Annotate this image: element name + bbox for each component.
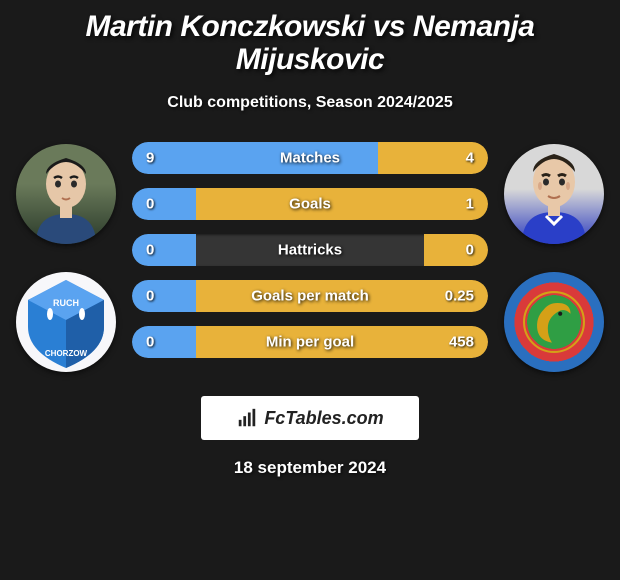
stat-value-p2: 0 (466, 242, 474, 259)
club1-label-top: RUCH (53, 298, 79, 308)
player2-column (502, 142, 606, 372)
stat-bar: 0 458 Min per goal (132, 326, 488, 358)
stat-bar-fill-p1 (132, 188, 196, 220)
stat-bar-fill-p1 (132, 280, 196, 312)
comparison-title: Martin Konczkowski vs Nemanja Mijuskovic (10, 10, 610, 76)
stat-bar-fill-p2 (196, 188, 488, 220)
stat-bar: 0 1 Goals (132, 188, 488, 220)
branding-badge: FcTables.com (201, 396, 419, 440)
comparison-body: RUCH CHORZOW 9 4 Matches 0 1 Goals 0 0 Hattricks… (10, 142, 610, 372)
stat-value-p1: 0 (146, 334, 154, 351)
comparison-subtitle: Club competitions, Season 2024/2025 (10, 94, 610, 112)
comparison-date: 18 september 2024 (10, 458, 610, 478)
stat-value-p2: 458 (449, 334, 474, 351)
stat-label: Goals (289, 196, 331, 213)
chart-icon (236, 407, 258, 429)
stat-bar: 0 0 Hattricks (132, 234, 488, 266)
stat-label: Min per goal (266, 334, 354, 351)
stat-value-p2: 0.25 (445, 288, 474, 305)
stat-label: Hattricks (278, 242, 342, 259)
stat-bar-fill-p2 (424, 234, 488, 266)
stat-value-p1: 0 (146, 242, 154, 259)
player2-avatar (504, 144, 604, 244)
stat-value-p1: 0 (146, 288, 154, 305)
stat-bar: 9 4 Matches (132, 142, 488, 174)
stat-value-p1: 0 (146, 196, 154, 213)
player1-avatar (16, 144, 116, 244)
stat-value-p2: 1 (466, 196, 474, 213)
stat-label: Matches (280, 150, 340, 167)
branding-text: FcTables.com (264, 408, 383, 429)
stat-bar-fill-p1 (132, 142, 378, 174)
stat-bars: 9 4 Matches 0 1 Goals 0 0 Hattricks 0 0.25 Goals pe… (128, 142, 492, 358)
club1-label-bottom: CHORZOW (45, 349, 88, 358)
stat-bar: 0 0.25 Goals per match (132, 280, 488, 312)
player2-club-logo (504, 272, 604, 372)
player1-column: RUCH CHORZOW (14, 142, 118, 372)
stat-value-p1: 9 (146, 150, 154, 167)
stat-value-p2: 4 (466, 150, 474, 167)
stat-label: Goals per match (251, 288, 369, 305)
stat-bar-fill-p1 (132, 234, 196, 266)
player1-club-logo: RUCH CHORZOW (16, 272, 116, 372)
stat-bar-fill-p1 (132, 326, 196, 358)
